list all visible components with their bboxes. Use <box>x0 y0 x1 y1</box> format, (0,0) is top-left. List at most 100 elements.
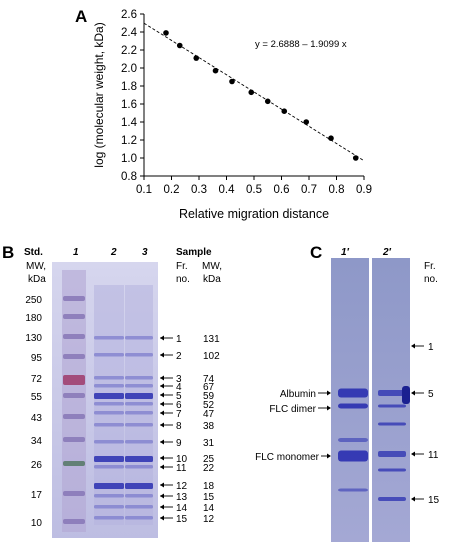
marker-band <box>63 375 85 385</box>
fraction-number: 7 <box>176 409 182 420</box>
panel-c-letter: C <box>310 243 322 262</box>
fraction-number: 5 <box>176 391 182 402</box>
std-marker-label: 95 <box>31 353 43 364</box>
x-tick-label: 0.7 <box>301 184 317 196</box>
fr-label-line1: Fr. <box>176 261 188 272</box>
arrow-head <box>411 496 415 502</box>
marker-lane <box>62 270 86 532</box>
sample-band <box>125 516 153 520</box>
fraction-mw: 74 <box>203 374 215 385</box>
arrow-head <box>160 410 164 416</box>
marker-band <box>63 334 85 339</box>
c-lane1-band <box>338 388 368 398</box>
sample-band <box>94 465 124 469</box>
arrow-head <box>160 464 164 470</box>
x-axis-label: Relative migration distance <box>179 207 329 221</box>
c-fraction-number: 15 <box>428 495 440 506</box>
fraction-mw: 15 <box>203 492 215 503</box>
sample-band <box>125 376 153 380</box>
marker-band <box>63 461 85 466</box>
y-tick-label: 1.6 <box>121 99 137 111</box>
y-tick-label: 2.2 <box>121 45 137 57</box>
panel-b: B Std. MW, kDa 1 2 3 Sample Fr. no. MW, … <box>2 243 222 538</box>
c-fraction-number: 11 <box>428 450 439 461</box>
regression-line <box>143 22 365 162</box>
data-point <box>264 98 271 105</box>
std-marker-label: 180 <box>25 313 42 324</box>
data-points <box>163 30 359 161</box>
fraction-number: 9 <box>176 438 182 449</box>
arrow-head <box>327 390 331 396</box>
sample-band <box>125 505 153 509</box>
sample-band <box>94 423 124 427</box>
data-point <box>303 119 310 125</box>
band-label: FLC monomer <box>255 452 320 463</box>
std-marker-label: 250 <box>25 295 42 306</box>
fraction-number: 3 <box>176 374 182 385</box>
data-point <box>229 78 235 85</box>
std-marker-label: 72 <box>31 374 43 385</box>
x-tick-label: 0.6 <box>274 184 290 196</box>
data-point <box>248 89 255 96</box>
c-fr-label-line2: no. <box>424 274 438 285</box>
c-lane2-band <box>378 390 406 396</box>
x-tick-label: 0.1 <box>136 184 152 196</box>
arrow-head <box>160 401 164 407</box>
arrow-head <box>160 493 164 499</box>
sample-band <box>125 423 153 427</box>
y-tick-label: 0.8 <box>121 171 137 183</box>
sample-band <box>94 336 124 340</box>
std-marker-label: 55 <box>31 392 43 403</box>
y-tick-label: 1.4 <box>121 117 138 129</box>
sample-band <box>94 456 124 462</box>
band-label: Albumin <box>280 389 316 400</box>
c-fr-label-line1: Fr. <box>424 261 436 272</box>
sample-band <box>125 411 153 415</box>
data-point <box>281 108 288 114</box>
fraction-number: 8 <box>176 421 182 432</box>
fraction-number: 1 <box>176 334 182 345</box>
sample-mw-label-line1: MW, <box>202 261 222 272</box>
fraction-mw: 12 <box>203 514 215 525</box>
x-tick-label: 0.9 <box>356 184 372 196</box>
data-point <box>163 30 169 36</box>
arrow-head <box>160 515 164 521</box>
fraction-number: 13 <box>176 492 188 503</box>
y-tick-labels: 0.8 1.0 1.2 1.4 1.6 1.8 2.0 2.2 2.4 2.6 <box>121 9 144 183</box>
marker-band <box>63 491 85 496</box>
mw-label-line2: kDa <box>28 274 46 285</box>
arrow-head <box>411 451 415 457</box>
std-marker-label: 130 <box>25 333 42 344</box>
sample-band <box>125 483 153 489</box>
std-marker-label: 17 <box>31 490 43 501</box>
fraction-mw: 59 <box>203 391 215 402</box>
lane-2-label: 2 <box>110 247 117 258</box>
c-lane1-band <box>338 403 368 409</box>
sample-band <box>94 411 124 415</box>
gel-b-bands <box>62 270 153 532</box>
x-tick-label: 0.4 <box>219 184 236 196</box>
sample-band <box>94 505 124 509</box>
fraction-mw: 25 <box>203 454 215 465</box>
y-tick-label: 2.0 <box>121 63 137 75</box>
c-lane2-edge-blot <box>402 386 410 404</box>
marker-band <box>63 354 85 359</box>
sample-band <box>125 336 153 340</box>
panel-a: A y = 2.6888 – 1.9099 x 0.8 1.0 1.2 1.4 1.6 1… <box>75 7 372 221</box>
sample-band <box>125 353 153 357</box>
fraction-number: 10 <box>176 454 188 465</box>
gel-c-bands <box>338 386 410 501</box>
c-fraction-number: 5 <box>428 389 434 400</box>
sample-label: Sample <box>176 247 212 258</box>
arrow-head <box>160 482 164 488</box>
x-tick-label: 0.8 <box>329 184 345 196</box>
data-point <box>212 67 219 74</box>
std-label: Std. <box>24 247 43 258</box>
sample-band <box>94 384 124 388</box>
data-point <box>328 135 334 141</box>
c-lane2-band <box>378 404 406 408</box>
arrow-head <box>327 405 331 411</box>
arrow-head <box>160 375 164 381</box>
fraction-number: 15 <box>176 514 188 525</box>
